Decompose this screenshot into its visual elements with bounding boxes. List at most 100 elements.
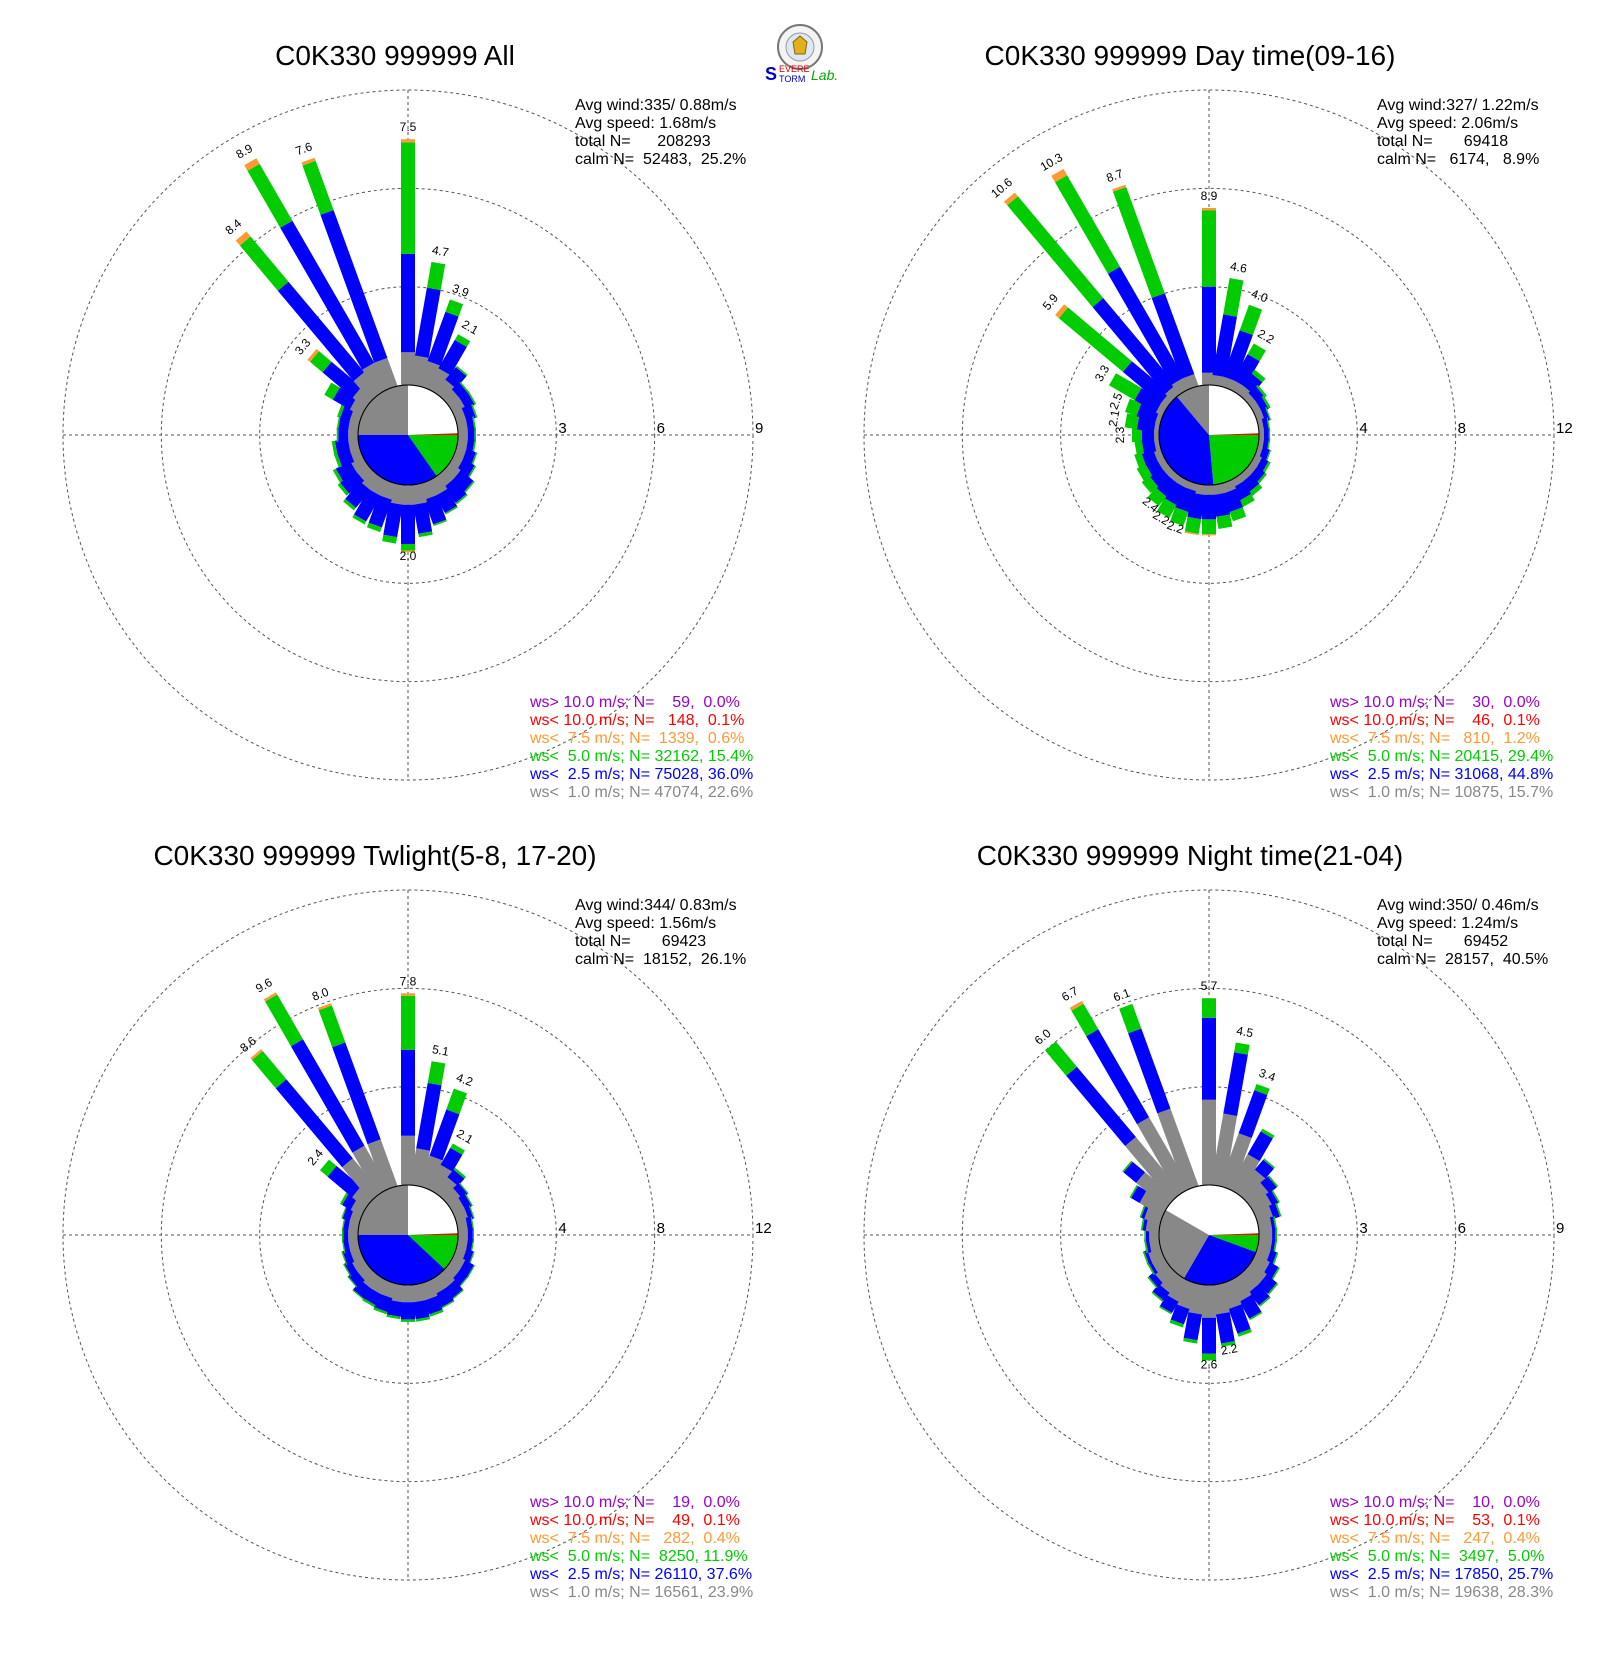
wind-bar-segment <box>1202 519 1216 535</box>
calm-pie-slice <box>408 385 458 435</box>
wind-bar-segment <box>1136 463 1153 481</box>
wind-bar-segment <box>1144 1239 1149 1254</box>
wind-bar-segment <box>368 495 392 528</box>
bar-value-label: 2.6 <box>1201 1357 1218 1371</box>
wind-bar-segment <box>418 361 441 391</box>
wind-bar-segment <box>1202 1099 1216 1185</box>
wind-bar-segment <box>302 160 334 215</box>
wind-bar-segment <box>464 1205 474 1221</box>
wind-bar-segment <box>445 367 467 389</box>
wind-bar-segment <box>342 1158 382 1202</box>
wind-bar-segment <box>401 1135 415 1185</box>
wind-bar-segment <box>336 415 341 430</box>
wind-bar-segment <box>1159 1294 1179 1313</box>
wind-bar-segment <box>1148 1260 1158 1275</box>
wind-bar-segment <box>1272 1252 1279 1266</box>
wind-bar-segment <box>1235 1169 1266 1202</box>
wind-bar-segment <box>353 372 382 402</box>
wind-bar-segment <box>1144 1228 1146 1242</box>
wind-bar-segment <box>1004 192 1018 206</box>
calm-pie-slice <box>1209 385 1227 435</box>
wind-bar-segment <box>1159 1306 1172 1315</box>
wind-bar-segment <box>275 1079 353 1168</box>
wind-bar-segment <box>1151 1291 1164 1302</box>
stat-line: Avg wind:350/ 0.46m/s <box>1377 897 1539 914</box>
wind-bar-segment <box>386 1300 404 1317</box>
wind-bar-segment <box>465 416 475 432</box>
wind-bar-segment <box>320 210 388 363</box>
stat-line: Avg speed: 2.06m/s <box>1377 115 1518 132</box>
bar-value-label: 9.6 <box>253 975 275 996</box>
wind-bar-segment <box>1275 1202 1282 1217</box>
calm-pie-slice <box>1165 1184 1259 1235</box>
wind-bar-segment <box>1227 1154 1260 1196</box>
wind-bar-segment <box>467 1228 473 1242</box>
wind-bar-segment <box>468 1205 475 1219</box>
legend-entry: ws< 1.0 m/s; N= 10875, 15.7% <box>1329 784 1553 801</box>
wind-bar-segment <box>401 550 415 553</box>
wind-bar-segment <box>247 163 293 228</box>
wind-bar-segment <box>1222 330 1253 382</box>
wind-bar-segment <box>401 995 415 1050</box>
wind-bar-segment <box>1248 483 1263 497</box>
wind-bar-segment <box>1131 1185 1147 1203</box>
logo-text-lab: Lab. <box>811 67 838 83</box>
wind-bar-segment <box>1147 487 1167 506</box>
wind-bar-segment <box>1155 474 1178 497</box>
wind-bar-segment <box>1261 395 1271 409</box>
ring-label: 6 <box>1458 1220 1466 1237</box>
wind-bar-segment <box>1259 1296 1271 1307</box>
wind-bar-segment <box>426 368 451 396</box>
logo-text-severe: EVERE <box>779 64 810 74</box>
wind-bar-segment <box>472 1228 474 1242</box>
wind-bar-segment <box>1251 369 1266 383</box>
wind-bar-segment <box>1124 413 1140 430</box>
wind-bar-segment <box>1157 1108 1199 1191</box>
wind-bar-segment <box>1242 1182 1270 1209</box>
legend-entry: ws< 1.0 m/s; N= 47074, 22.6% <box>529 784 753 801</box>
wind-bar-segment <box>1202 286 1216 373</box>
bar-value-label: 8.9 <box>1201 189 1218 203</box>
wind-bar-segment <box>1248 1194 1273 1217</box>
stat-line: total N= 69418 <box>1377 133 1508 150</box>
wind-bar-segment <box>1141 476 1159 493</box>
wind-bar-segment <box>1051 168 1068 183</box>
wind-bar-segment <box>250 1049 263 1060</box>
ring-label: 9 <box>755 420 763 437</box>
wind-bar-segment <box>472 439 477 454</box>
wind-bar-segment <box>1157 498 1177 518</box>
wind-bar-segment <box>1249 1311 1263 1321</box>
wind-bar-segment <box>471 452 478 466</box>
wind-bar-segment <box>401 139 415 143</box>
wind-bar-segment <box>1007 196 1104 307</box>
stat-line: Avg speed: 1.56m/s <box>575 915 716 932</box>
wind-bar-segment <box>322 361 362 398</box>
bar-value-label: 3.3 <box>1092 362 1113 384</box>
bar-value-label: 4.7 <box>431 243 450 260</box>
wind-bar-segment <box>1125 398 1142 417</box>
wind-bar-segment <box>332 1042 381 1145</box>
wind-bar-segment <box>401 142 415 254</box>
wind-bar-segment <box>1175 486 1196 513</box>
wind-bar-segment <box>332 387 357 410</box>
wind-bar-segment <box>341 1205 348 1219</box>
wind-bar-segment <box>455 365 468 377</box>
wind-bar-segment <box>341 1216 346 1231</box>
bar-value-label: 2.3 <box>1113 426 1127 443</box>
wind-bar-segment <box>1109 373 1142 401</box>
wind-bar-segment <box>1237 1328 1252 1337</box>
wind-bar-segment <box>1261 461 1271 475</box>
wind-bar-segment <box>1153 1261 1176 1283</box>
wind-bar-segment <box>1045 1041 1077 1076</box>
wind-bar-segment <box>1139 1204 1146 1218</box>
legend-entry: ws< 5.0 m/s; N= 3497, 5.0% <box>1329 1548 1544 1565</box>
wind-bar-segment <box>1219 1133 1252 1191</box>
wind-bar-segment <box>1242 373 1263 394</box>
wind-bar-segment <box>1183 1337 1198 1344</box>
wind-bar-segment <box>373 1307 388 1315</box>
legend-entry: ws< 10.0 m/s; N= 53, 0.1% <box>1329 1512 1540 1529</box>
legend-entry: ws< 5.0 m/s; N= 32162, 15.4% <box>529 748 753 765</box>
wind-bar-segment <box>1146 1262 1155 1276</box>
